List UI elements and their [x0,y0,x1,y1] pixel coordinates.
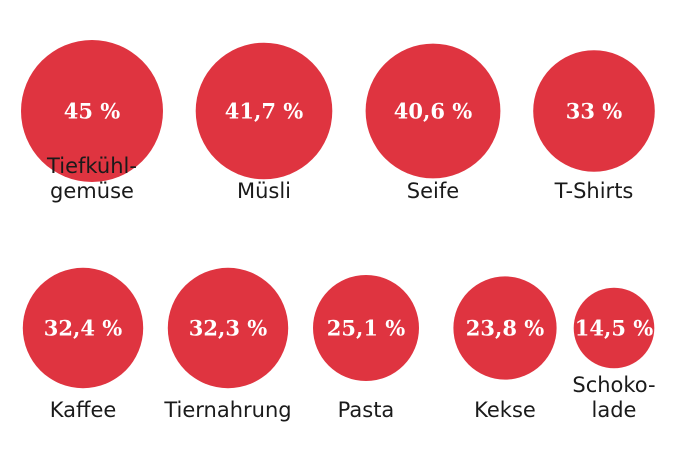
bubble-7 [313,275,419,381]
bubble-1 [21,40,163,182]
bubble-8 [453,276,557,380]
bubble-3 [365,43,501,179]
value-label-9: 14,5 % [575,316,653,341]
value-label-4: 33 % [566,99,623,124]
category-label-3-line-1: Seife [407,179,459,203]
category-label-6-line-1: Tiernahrung [163,398,291,422]
value-label-2: 41,7 % [225,99,303,124]
category-label-2-line-1: Müsli [237,179,291,203]
value-label-5: 32,4 % [44,316,122,341]
value-label-6: 32,3 % [189,316,267,341]
category-label-8-line-1: Kekse [474,398,536,422]
category-label-4-line-1: T-Shirts [554,179,634,203]
bubble-2 [195,42,333,180]
category-label-9-line-1: Schoko- [572,373,655,397]
bubble-6 [167,267,289,389]
category-label-1-line-2: gemüse [50,179,134,203]
value-label-8: 23,8 % [466,316,544,341]
category-label-5-line-1: Kaffee [50,398,117,422]
category-label-7-line-1: Pasta [338,398,395,422]
bubble-9 [573,287,655,369]
bubble-5 [22,267,144,389]
value-label-3: 40,6 % [394,99,472,124]
category-label-9-line-2: lade [592,398,637,422]
bubble-4 [533,50,655,172]
category-label-1-line-1: Tiefkühl- [46,154,137,178]
value-label-1: 45 % [64,99,121,124]
value-label-7: 25,1 % [327,316,405,341]
